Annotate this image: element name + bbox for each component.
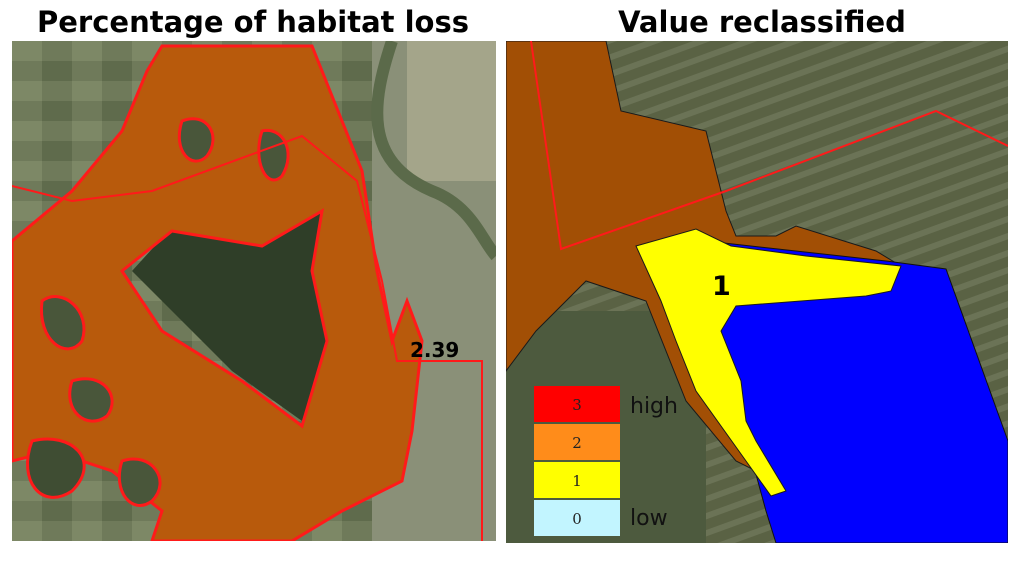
legend-item-1: 1 <box>534 462 620 498</box>
legend-value-3: 3 <box>572 396 582 414</box>
analysis-boundary <box>530 41 1008 251</box>
class-value-label: 1 <box>712 271 731 302</box>
class-1-zone <box>635 228 902 497</box>
legend-value-1: 1 <box>572 472 582 490</box>
hole-patch <box>117 457 162 507</box>
legend-low-label: low <box>630 506 668 531</box>
legend-item-2: 2 <box>534 424 620 460</box>
legend-value-2: 2 <box>572 434 582 452</box>
hole-patch <box>177 117 215 163</box>
hole-patch <box>26 437 86 499</box>
hole-patch <box>39 295 86 351</box>
legend-value-0: 0 <box>572 510 582 528</box>
river <box>371 41 496 261</box>
legend-item-3: 3 <box>534 386 620 422</box>
left-map-title: Percentage of habitat loss <box>36 5 469 39</box>
loss-value-label: 2.39 <box>410 338 459 362</box>
legend-high-label: high <box>630 394 678 419</box>
habitat-loss-area <box>12 44 424 541</box>
field-area <box>407 41 496 181</box>
habitat-loss-map[interactable]: 2.39 <box>12 41 496 541</box>
right-map-title: Value reclassified <box>618 5 906 39</box>
habitat-loss-map-svg: 2.39 <box>12 41 496 541</box>
hole-patch <box>68 377 114 423</box>
forest-patch <box>132 201 342 421</box>
legend-item-0: 0 <box>534 500 620 536</box>
analysis-boundary <box>12 134 483 541</box>
hole-patch <box>257 128 290 182</box>
